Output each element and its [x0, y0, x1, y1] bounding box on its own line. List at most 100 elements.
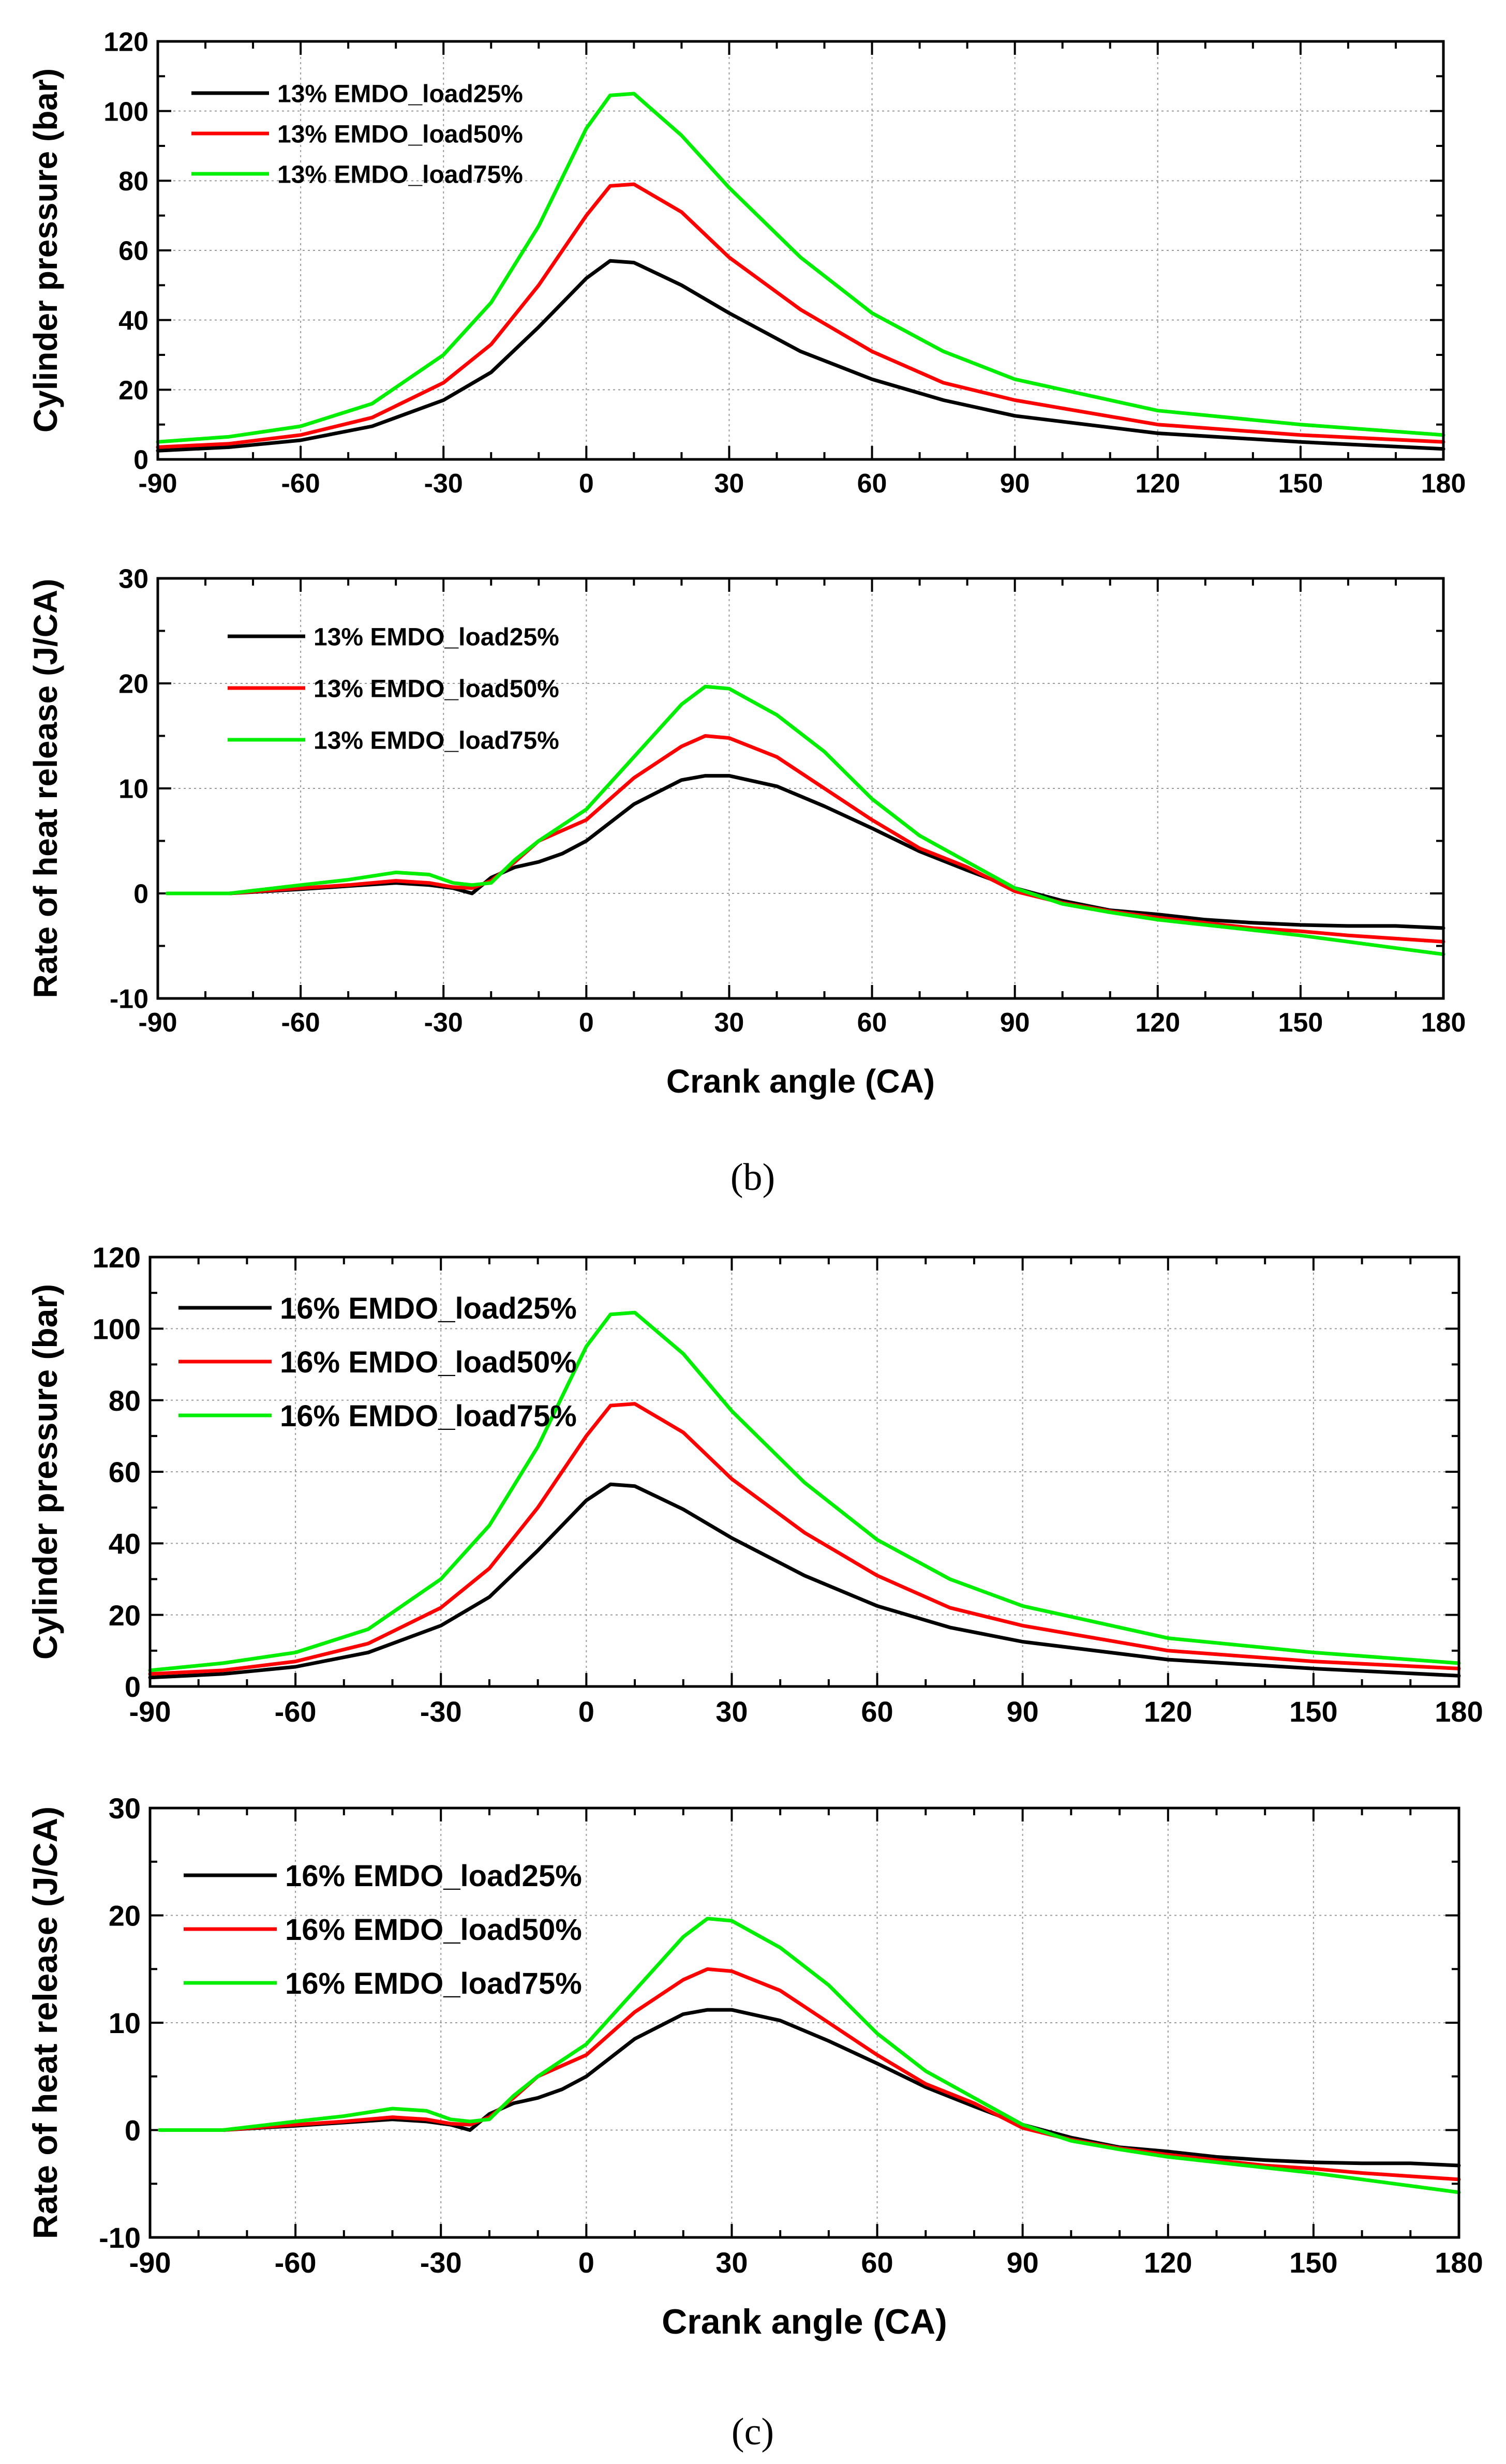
y-tick-label: 0: [125, 1670, 141, 1703]
x-tick-label: 180: [1421, 1008, 1466, 1038]
series-line-1: [148, 1482, 1461, 1680]
x-tick-label: 0: [579, 469, 594, 499]
x-tick-label: 120: [1135, 469, 1180, 499]
y-tick-label: 100: [103, 97, 148, 127]
x-tick-label: 90: [1000, 469, 1030, 499]
legend-label-3: 13% EMDO_load75%: [277, 161, 523, 188]
x-tick-label: 60: [857, 1008, 887, 1038]
x-tick-label: -30: [420, 1695, 462, 1728]
series-line-2: [148, 1402, 1461, 1676]
y-tick-label: 10: [109, 2007, 141, 2039]
series-line-3: [158, 1917, 1461, 2194]
y-tick-label: 0: [133, 879, 148, 909]
x-tick-label: -30: [424, 469, 463, 499]
y-tick-label: 20: [109, 1599, 141, 1632]
legend-label-3: 16% EMDO_load75%: [280, 1399, 577, 1433]
y-tick-label: 10: [118, 774, 148, 804]
y-tick-label: 60: [109, 1456, 141, 1488]
y-tick-label: 20: [118, 669, 148, 699]
x-tick-label: 90: [1000, 1008, 1030, 1038]
legend-label-1: 13% EMDO_load25%: [277, 80, 523, 108]
x-tick-label: 60: [861, 2246, 893, 2279]
legend-label-2: 16% EMDO_load50%: [280, 1346, 577, 1379]
series-line-2: [165, 734, 1445, 944]
y-axis-title: Cylinder pressure (bar): [26, 1284, 64, 1660]
x-tick-label: 30: [715, 1695, 748, 1728]
y-tick-label: 80: [118, 167, 148, 197]
y-tick-label: 30: [118, 564, 148, 594]
x-tick-label: 30: [714, 469, 744, 499]
legend-label-2: 13% EMDO_load50%: [314, 675, 559, 703]
legend-label-2: 13% EMDO_load50%: [277, 121, 523, 148]
series-line-3: [156, 92, 1445, 444]
x-tick-label: 150: [1289, 2246, 1337, 2279]
y-axis-title: Cylinder pressure (bar): [27, 68, 64, 432]
x-tick-label: -90: [138, 1008, 177, 1038]
plot-frame: [156, 577, 1445, 1000]
x-tick-label: 60: [861, 1695, 893, 1728]
series-line-1: [165, 774, 1445, 930]
chart-b-cylinder-pressure: -90 -60 -30 0 30 60 90 120 150 180 0 20 40 60 80 100 120…: [27, 27, 1466, 499]
y-tick-label: 100: [93, 1312, 141, 1345]
y-axis-title: Rate of heat release (J/CA): [26, 1806, 64, 2239]
x-tick-label: -60: [275, 1695, 317, 1728]
series-line-2: [156, 182, 1445, 449]
plot-frame: [148, 1806, 1460, 2239]
x-tick-label: 0: [578, 2246, 594, 2279]
series-line-1: [158, 2008, 1461, 2168]
y-tick-label: 20: [118, 376, 148, 406]
chart-c-cylinder-pressure: -90 -60 -30 0 30 60 90 120 150 180 0 20 40 60 80 100 120…: [26, 1241, 1483, 1728]
x-tick-label: -30: [424, 1008, 463, 1038]
y-tick-label: 30: [109, 1792, 141, 1825]
x-tick-label: 180: [1435, 1695, 1483, 1728]
x-tick-label: -60: [281, 469, 320, 499]
y-tick-label: 0: [133, 445, 148, 475]
x-tick-label: 120: [1135, 1008, 1180, 1038]
x-tick-label: -90: [138, 469, 177, 499]
legend-label-3: 16% EMDO_load75%: [285, 1967, 582, 2000]
y-tick-label: 40: [109, 1527, 141, 1560]
series-line-2: [158, 1967, 1461, 2182]
x-tick-label: 30: [715, 2246, 748, 2279]
x-tick-label: 90: [1007, 1695, 1039, 1728]
x-tick-label: 60: [857, 469, 887, 499]
x-tick-label: 150: [1278, 1008, 1323, 1038]
series-line-3: [165, 684, 1445, 957]
figure-label-c: (c): [732, 2411, 774, 2453]
x-tick-label: -90: [129, 2246, 171, 2279]
legend-label-1: 16% EMDO_load25%: [280, 1292, 577, 1325]
figure-label-b: (b): [730, 1156, 775, 1199]
x-tick-label: 150: [1278, 469, 1323, 499]
series-line-3: [148, 1310, 1461, 1672]
legend-label-3: 13% EMDO_load75%: [314, 727, 559, 754]
legend-label-1: 13% EMDO_load25%: [314, 623, 559, 651]
legend-label-1: 16% EMDO_load25%: [285, 1859, 582, 1893]
x-tick-label: -30: [420, 2246, 462, 2279]
legend-label-2: 16% EMDO_load50%: [285, 1913, 582, 1947]
y-tick-label: 60: [118, 236, 148, 266]
y-axis-title: Rate of heat release (J/CA): [27, 579, 64, 998]
x-tick-label: -90: [129, 1695, 171, 1728]
x-tick-label: 180: [1421, 469, 1466, 499]
chart-b-heat-release: -90 -60 -30 0 30 60 90 120 150 180 -10 0 10 20 30 Rate …: [27, 564, 1466, 1100]
y-tick-label: -10: [110, 984, 148, 1014]
x-tick-label: 0: [579, 1008, 594, 1038]
x-tick-label: -60: [275, 2246, 317, 2279]
x-tick-label: 90: [1007, 2246, 1039, 2279]
x-tick-label: 180: [1435, 2246, 1483, 2279]
y-tick-label: 120: [93, 1241, 141, 1274]
x-axis-title: Crank angle (CA): [666, 1063, 935, 1100]
x-tick-label: 0: [578, 1695, 594, 1728]
series-line-1: [156, 259, 1445, 453]
y-tick-label: 40: [118, 306, 148, 336]
x-tick-label: -60: [281, 1008, 320, 1038]
y-tick-label: 120: [103, 27, 148, 57]
y-tick-label: 20: [109, 1900, 141, 1932]
x-tick-label: 30: [714, 1008, 744, 1038]
x-tick-label: 150: [1289, 1695, 1337, 1728]
chart-c-heat-release: -90 -60 -30 0 30 60 90 120 150 180 -10 0 10 20 30 Rate …: [26, 1792, 1483, 2341]
plot-frame: [156, 40, 1445, 461]
plot-frame: [148, 1256, 1460, 1688]
x-tick-label: 120: [1144, 1695, 1192, 1728]
